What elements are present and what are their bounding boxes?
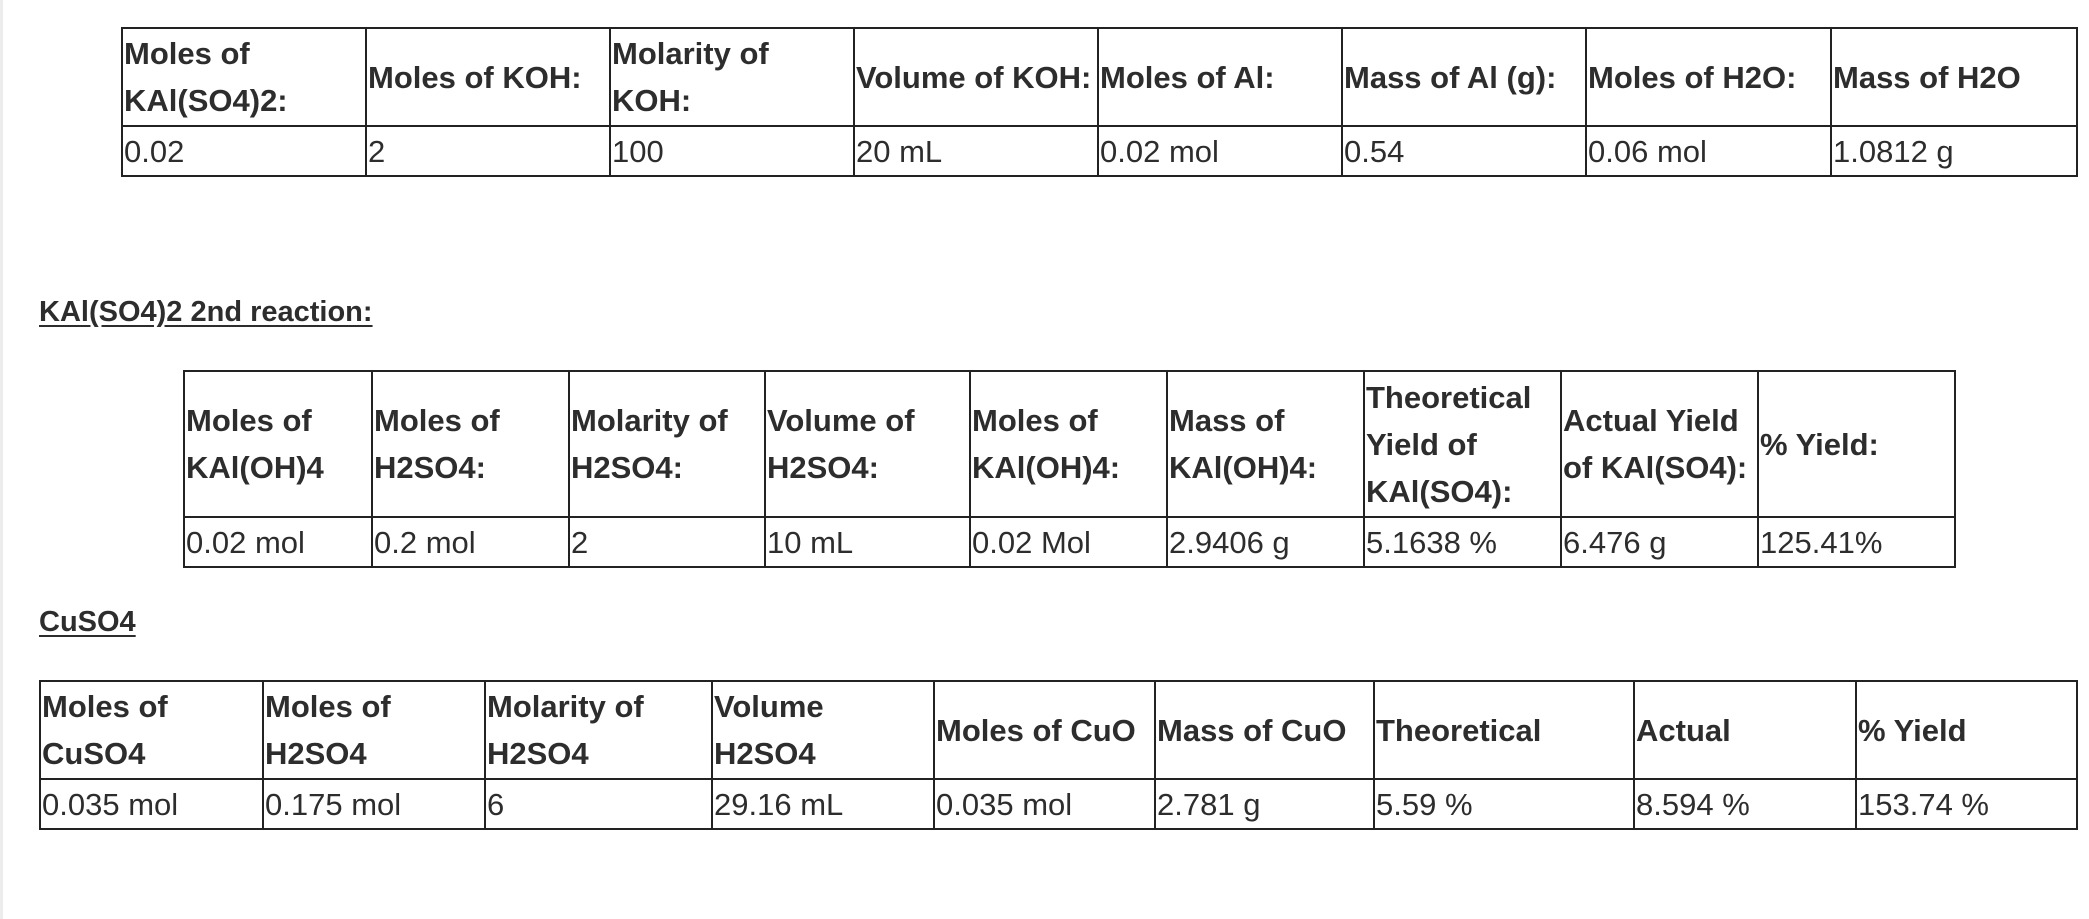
value-cell: 20 mL [853,125,1099,177]
header-cell: Moles of CuO [933,680,1156,780]
value-cell: 29.16 mL [711,778,935,830]
value-cell: 2 [365,125,611,177]
value-cell: 0.02 mol [1097,125,1343,177]
value-cell: 0.035 mol [39,778,264,830]
value-cell: 0.2 mol [371,516,570,568]
table-row: 0.02 mol 0.2 mol 2 10 mL 0.02 Mol 2.9406… [183,516,1956,568]
value-cell: 6.476 g [1560,516,1759,568]
value-cell: 1.0812 g [1830,125,2078,177]
header-cell: Mass of H2O [1830,27,2078,127]
table-header-row: Moles of KAl(OH)4 Moles of H2SO4: Molari… [183,370,1956,518]
value-cell: 0.02 [121,125,367,177]
value-cell: 153.74 % [1855,778,2078,830]
header-cell: Moles of KAl(OH)4 [183,370,373,518]
reaction2-table: Moles of KAl(OH)4 Moles of H2SO4: Molari… [183,370,1956,568]
value-cell: 100 [609,125,855,177]
header-cell: Moles of H2SO4: [371,370,570,518]
value-cell: 10 mL [764,516,971,568]
value-cell: 0.02 mol [183,516,373,568]
header-cell: Moles of KAl(OH)4: [969,370,1168,518]
section-heading-cuso4: CuSO4 [39,606,136,638]
header-cell: Mass of KAl(OH)4: [1166,370,1365,518]
value-cell: 0.06 mol [1585,125,1832,177]
header-cell: Molarity of H2SO4: [568,370,766,518]
table-header-row: Moles of KAl(SO4)2: Moles of KOH: Molari… [121,27,2078,127]
header-cell: Theoretical Yield of KAl(SO4): [1363,370,1562,518]
header-cell: Moles of H2SO4 [262,680,486,780]
value-cell: 6 [484,778,713,830]
header-cell: Volume H2SO4 [711,680,935,780]
reaction1-table: Moles of KAl(SO4)2: Moles of KOH: Molari… [121,27,2078,177]
cuso4-table: Moles of CuSO4 Moles of H2SO4 Molarity o… [39,680,2078,830]
header-cell: Moles of KOH: [365,27,611,127]
page-left-border [0,0,3,919]
header-cell: Moles of KAl(SO4)2: [121,27,367,127]
value-cell: 5.1638 % [1363,516,1562,568]
value-cell: 0.54 [1341,125,1587,177]
value-cell: 0.035 mol [933,778,1156,830]
header-cell: Molarity of H2SO4 [484,680,713,780]
value-cell: 125.41% [1757,516,1956,568]
header-cell: % Yield [1855,680,2078,780]
header-cell: Actual [1633,680,1857,780]
header-cell: Actual Yield of KAl(SO4): [1560,370,1759,518]
value-cell: 2 [568,516,766,568]
table-row: 0.035 mol 0.175 mol 6 29.16 mL 0.035 mol… [39,778,2078,830]
header-cell: % Yield: [1757,370,1956,518]
value-cell: 5.59 % [1373,778,1635,830]
header-cell: Moles of H2O: [1585,27,1832,127]
header-cell: Theoretical [1373,680,1635,780]
header-cell: Mass of Al (g): [1341,27,1587,127]
value-cell: 2.781 g [1154,778,1375,830]
header-cell: Mass of CuO [1154,680,1375,780]
table-header-row: Moles of CuSO4 Moles of H2SO4 Molarity o… [39,680,2078,780]
header-cell: Moles of Al: [1097,27,1343,127]
header-cell: Volume of KOH: [853,27,1099,127]
table-row: 0.02 2 100 20 mL 0.02 mol 0.54 0.06 mol … [121,125,2078,177]
value-cell: 8.594 % [1633,778,1857,830]
header-cell: Moles of CuSO4 [39,680,264,780]
header-cell: Molarity of KOH: [609,27,855,127]
section-heading-reaction2: KAl(SO4)2 2nd reaction: [39,296,373,328]
value-cell: 0.02 Mol [969,516,1168,568]
value-cell: 0.175 mol [262,778,486,830]
value-cell: 2.9406 g [1166,516,1365,568]
header-cell: Volume of H2SO4: [764,370,971,518]
